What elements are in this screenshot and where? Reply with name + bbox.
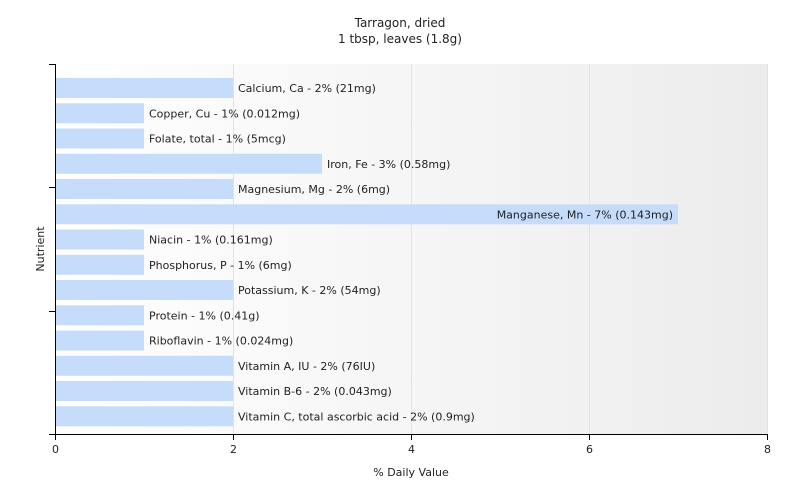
bar-data-label: Folate, total - 1% (5mcg) <box>149 133 286 146</box>
bar <box>55 280 233 301</box>
bar-data-label: Calcium, Ca - 2% (21mg) <box>238 82 376 95</box>
bar-data-label: Magnesium, Mg - 2% (6mg) <box>238 183 390 196</box>
chart-title: Tarragon, dried <box>354 16 446 30</box>
axes-layer: 0 2 4 6 8 <box>49 64 771 456</box>
bar <box>55 204 678 225</box>
bar <box>55 355 233 376</box>
bar-data-label: Vitamin C, total ascorbic acid - 2% (0.9… <box>238 410 475 423</box>
bar-data-label: Potassium, K - 2% (54mg) <box>238 284 381 297</box>
chart-subtitle: 1 tbsp, leaves (1.8g) <box>338 32 462 46</box>
bar-data-label: Phosphorus, P - 1% (6mg) <box>149 259 292 272</box>
bar <box>55 381 233 402</box>
bar-data-label: Riboflavin - 1% (0.024mg) <box>149 335 293 348</box>
x-axis-label: % Daily Value <box>373 466 449 479</box>
bar <box>55 229 144 250</box>
bar <box>55 103 144 124</box>
bar <box>55 330 144 351</box>
x-tick-label: 2 <box>230 443 237 456</box>
bar <box>55 78 233 98</box>
bar <box>55 128 144 149</box>
y-axis-label: Nutrient <box>34 226 47 272</box>
bar-data-label: Vitamin A, IU - 2% (76IU) <box>238 360 375 373</box>
bar <box>55 305 144 326</box>
x-tick-label: 4 <box>408 443 415 456</box>
bar-data-label: Iron, Fe - 3% (0.58mg) <box>327 158 450 171</box>
bar-data-label: Vitamin B-6 - 2% (0.043mg) <box>238 385 392 398</box>
bar-data-label: Copper, Cu - 1% (0.012mg) <box>149 107 300 120</box>
x-tick-label: 6 <box>586 443 593 456</box>
bar <box>55 254 144 275</box>
x-tick-label: 0 <box>52 443 59 456</box>
bar <box>55 153 322 174</box>
bar <box>55 179 233 200</box>
bar-data-label: Niacin - 1% (0.161mg) <box>149 234 273 247</box>
bar-data-label: Protein - 1% (0.41g) <box>149 309 260 322</box>
grid-layer <box>233 64 768 434</box>
x-tick-label: 8 <box>764 443 771 456</box>
bar-data-label: Manganese, Mn - 7% (0.143mg) <box>497 208 673 221</box>
bars-layer: Calcium, Ca - 2% (21mg) Copper, Cu - 1% (… <box>55 78 678 427</box>
bar <box>55 406 233 427</box>
